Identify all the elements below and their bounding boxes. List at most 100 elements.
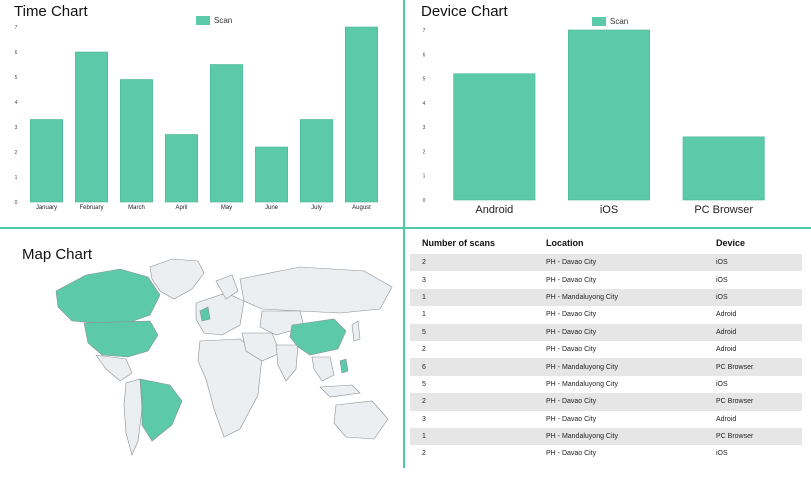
y-tick-label: 2 — [423, 149, 426, 155]
device-chart-panel: Device Chart Scan 0 1 2 3 4 5 6 7 Android iOS PC B… — [405, 0, 811, 227]
cell-device: PC Browser — [704, 358, 802, 376]
mexico — [95, 354, 133, 382]
bar-android — [453, 73, 536, 201]
bar-may — [210, 64, 244, 203]
bar-april — [165, 134, 199, 203]
x-tick-label: May — [221, 205, 232, 211]
brazil — [139, 378, 183, 442]
column-header-number-of-scans: Number of scans — [422, 238, 496, 248]
bar-june — [255, 146, 289, 203]
cell-scans: 1 — [410, 427, 534, 446]
south-america-west — [123, 378, 143, 456]
cell-device: PC Browser — [704, 393, 802, 411]
cell-device: Adroid — [704, 323, 802, 341]
cell-scans: 6 — [410, 358, 534, 376]
time-chart-legend: Scan — [196, 16, 232, 25]
legend-label: Scan — [610, 17, 629, 26]
bar-january — [29, 119, 64, 203]
y-tick-label: 4 — [423, 101, 426, 107]
bar-ios — [567, 29, 651, 201]
table-row: 3 PH - Davao City iOS — [410, 271, 802, 288]
cell-device: iOS — [716, 380, 728, 388]
table-row: 5 PH - Davao City Adroid — [410, 323, 802, 341]
x-tick-label: June — [265, 205, 279, 211]
time-chart-panel: Time Chart Scan 0 1 2 3 4 5 6 7 January February M… — [0, 0, 403, 227]
cell-scans: 5 — [410, 323, 534, 341]
time-chart-title: Time Chart — [14, 3, 88, 20]
cell-scans: 5 — [422, 380, 426, 388]
cell-location: PH - Davao City — [546, 415, 597, 423]
cell-scans: 2 — [422, 450, 426, 458]
y-tick-label: 2 — [15, 150, 18, 156]
cell-device: iOS — [716, 276, 728, 284]
india — [275, 344, 299, 382]
cell-scans: 3 — [422, 276, 426, 284]
table-header-row: Number of scans Location Device — [410, 232, 802, 254]
x-tick-label: PC Browser — [694, 204, 753, 216]
y-tick-label: 3 — [423, 125, 426, 131]
x-tick-label: July — [311, 205, 322, 211]
time-chart-plot: 0 1 2 3 4 5 6 7 January February March April May June… — [15, 25, 378, 211]
x-tick-label: August — [352, 205, 371, 211]
y-tick-label: 5 — [15, 75, 18, 81]
cell-device: PC Browser — [704, 427, 802, 446]
cell-location: PH - Davao City — [534, 254, 704, 272]
cell-location: PH - Davao City — [546, 450, 597, 458]
indonesia — [319, 384, 361, 398]
canada — [55, 268, 161, 324]
australia — [333, 400, 389, 440]
x-tick-label: iOS — [600, 204, 618, 216]
y-tick-label: 6 — [15, 50, 18, 56]
vertical-divider — [403, 0, 405, 468]
uk — [199, 306, 211, 322]
middle-east — [241, 332, 281, 362]
table-row: 3 PH - Davao City Adroid — [410, 411, 802, 428]
cell-scans: 1 — [422, 311, 426, 319]
philippines — [339, 358, 349, 374]
y-tick-label: 0 — [15, 200, 18, 206]
device-chart-title: Device Chart — [421, 3, 508, 20]
cell-device: iOS — [704, 254, 802, 272]
map-chart-panel: Map Chart — [0, 229, 403, 468]
table-row: 2 PH - Davao City iOS — [410, 445, 802, 462]
table-row: 1 PH - Mandaluyong City PC Browser — [410, 427, 802, 446]
x-tick-label: February — [79, 205, 103, 211]
cell-location: PH - Mandaluyong City — [534, 358, 704, 376]
x-tick-label: January — [36, 205, 57, 211]
cell-device: Adroid — [716, 311, 737, 319]
table-row: 2 PH - Davao City Adroid — [410, 341, 802, 358]
legend-swatch — [196, 16, 210, 25]
legend-swatch — [592, 17, 606, 26]
cell-scans: 2 — [422, 346, 426, 354]
x-tick-label: April — [175, 205, 187, 211]
cell-location: PH - Davao City — [546, 346, 597, 354]
cell-location: PH - Mandaluyong City — [546, 380, 618, 388]
cell-device: Adroid — [716, 415, 737, 423]
bar-pc-browser — [682, 136, 765, 201]
china — [289, 318, 347, 356]
cell-location: PH - Davao City — [546, 276, 597, 284]
y-tick-label: 3 — [15, 125, 18, 131]
table-row: 2 PH - Davao City iOS — [410, 254, 802, 272]
map-chart-title: Map Chart — [22, 246, 93, 263]
y-tick-label: 7 — [15, 25, 18, 31]
cell-scans: 1 — [410, 288, 534, 307]
y-tick-label: 6 — [423, 52, 426, 58]
bar-august — [344, 26, 378, 203]
bar-july — [299, 119, 333, 203]
device-chart-legend: Scan — [592, 17, 628, 26]
column-header-device: Device — [716, 238, 746, 248]
table-row: 5 PH - Mandaluyong City iOS — [410, 376, 802, 393]
y-tick-label: 7 — [423, 28, 426, 34]
bar-march — [120, 79, 154, 203]
scans-table: Number of scans Location Device 2 PH - Da… — [410, 232, 802, 463]
cell-device: Adroid — [716, 346, 737, 354]
bar-february — [75, 51, 109, 203]
column-header-location: Location — [546, 238, 584, 248]
cell-device: iOS — [716, 450, 728, 458]
cell-scans: 2 — [410, 254, 534, 272]
greenland — [149, 258, 205, 300]
horizontal-divider — [0, 227, 811, 229]
russia — [239, 266, 393, 314]
scandinavia — [215, 274, 239, 300]
